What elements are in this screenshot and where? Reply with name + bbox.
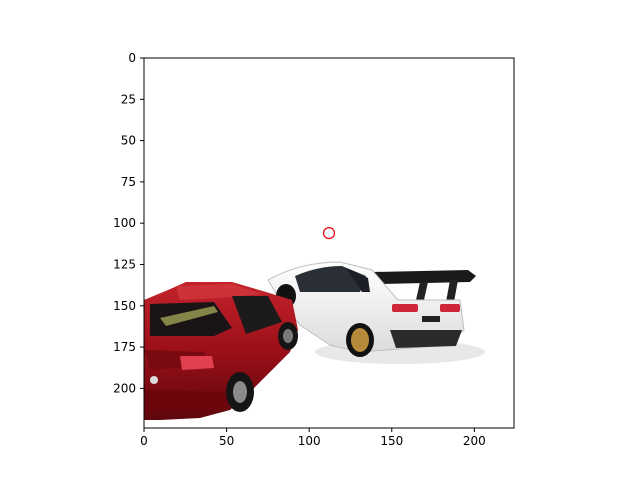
plot-frame — [143, 57, 515, 429]
y-tick-label: 100 — [113, 216, 136, 230]
point-marker — [322, 226, 336, 240]
x-tick-label: 50 — [219, 434, 234, 448]
x-tick-label: 150 — [380, 434, 403, 448]
white-car — [267, 261, 476, 357]
x-tick-label: 200 — [463, 434, 486, 448]
x-axis-ticks: 0 50 100 150 200 — [140, 428, 486, 448]
y-tick-label: 200 — [113, 381, 136, 395]
y-tick-label: 175 — [113, 340, 136, 354]
y-tick-label: 150 — [113, 299, 136, 313]
y-tick-label: 50 — [121, 134, 136, 148]
y-tick-label: 25 — [121, 92, 136, 106]
y-tick-label: 75 — [121, 175, 136, 189]
red-car — [144, 282, 298, 420]
y-tick-label: 0 — [128, 51, 136, 65]
y-tick-label: 125 — [113, 257, 136, 271]
car-photo — [144, 58, 514, 428]
x-tick-label: 0 — [140, 434, 148, 448]
x-tick-label: 100 — [298, 434, 321, 448]
y-axis-ticks: 0 25 50 75 100 125 150 175 200 — [113, 51, 144, 395]
